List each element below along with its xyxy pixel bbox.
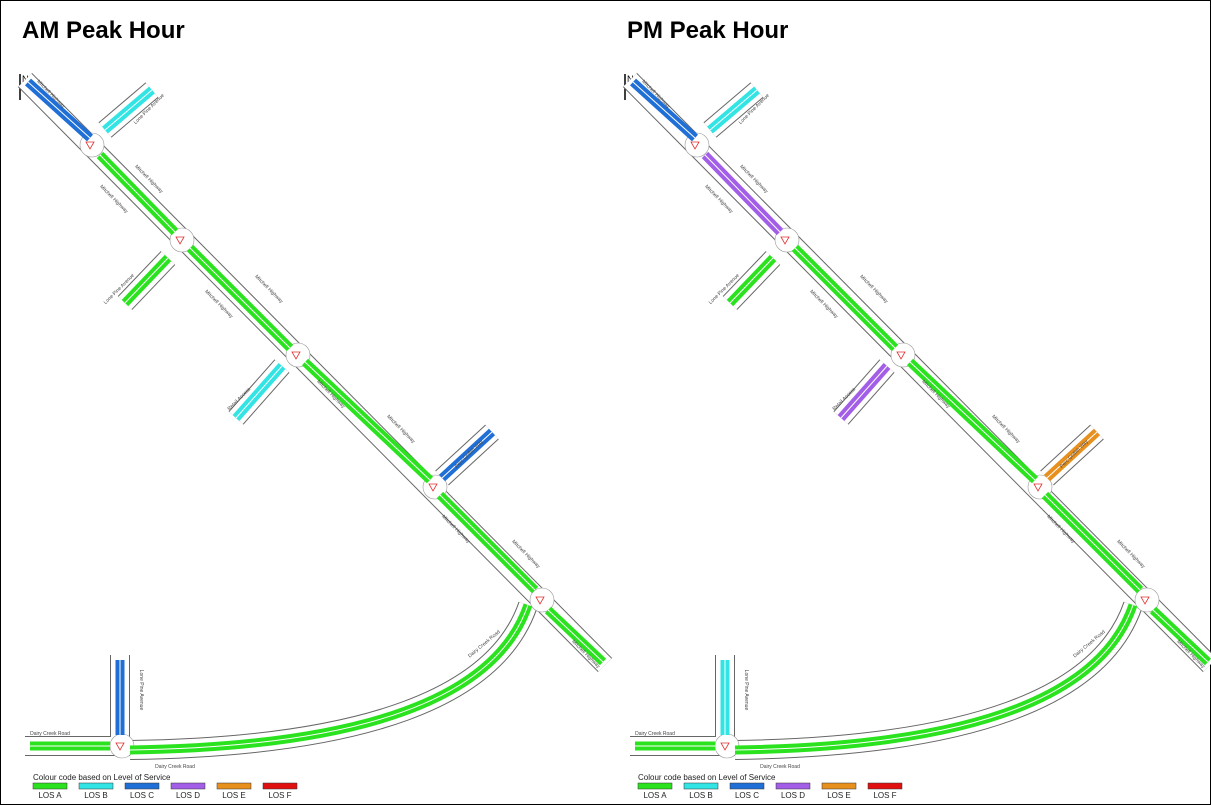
legend-swatch <box>776 783 810 789</box>
legend-label: LOS E <box>222 791 246 800</box>
panel-title: AM Peak Hour <box>22 17 185 44</box>
los-maps: AM Peak HourNMitchell HighwayLone Pine A… <box>0 0 1211 805</box>
legend-swatch <box>79 783 113 789</box>
legend-swatch <box>638 783 672 789</box>
road-label: Dairy Creek Road <box>30 731 70 737</box>
legend-swatch <box>684 783 718 789</box>
legend-swatch <box>33 783 67 789</box>
legend-swatch <box>868 783 902 789</box>
legend-label: LOS F <box>268 791 291 800</box>
legend-swatch <box>125 783 159 789</box>
legend-label: LOS C <box>735 791 759 800</box>
legend-swatch <box>171 783 205 789</box>
panel-title: PM Peak Hour <box>627 17 788 44</box>
road-label: Dairy Creek Road <box>760 764 800 770</box>
legend-swatch <box>263 783 297 789</box>
legend-swatch <box>822 783 856 789</box>
legend-label: LOS E <box>827 791 851 800</box>
road-label: Lone Pine Avenue <box>743 670 749 711</box>
road-label: Lone Pine Avenue <box>138 670 144 711</box>
legend-label: LOS F <box>873 791 896 800</box>
legend-label: LOS D <box>176 791 200 800</box>
legend-title: Colour code based on Level of Service <box>638 773 776 782</box>
legend-swatch <box>730 783 764 789</box>
road-label: Dairy Creek Road <box>155 764 195 770</box>
frame <box>1 1 1211 805</box>
legend-label: LOS C <box>130 791 154 800</box>
legend-swatch <box>217 783 251 789</box>
legend-label: LOS B <box>84 791 108 800</box>
legend-label: LOS B <box>689 791 713 800</box>
legend-label: LOS A <box>643 791 667 800</box>
legend-label: LOS A <box>38 791 62 800</box>
legend-title: Colour code based on Level of Service <box>33 773 171 782</box>
road-label: Dairy Creek Road <box>635 731 675 737</box>
legend-label: LOS D <box>781 791 805 800</box>
